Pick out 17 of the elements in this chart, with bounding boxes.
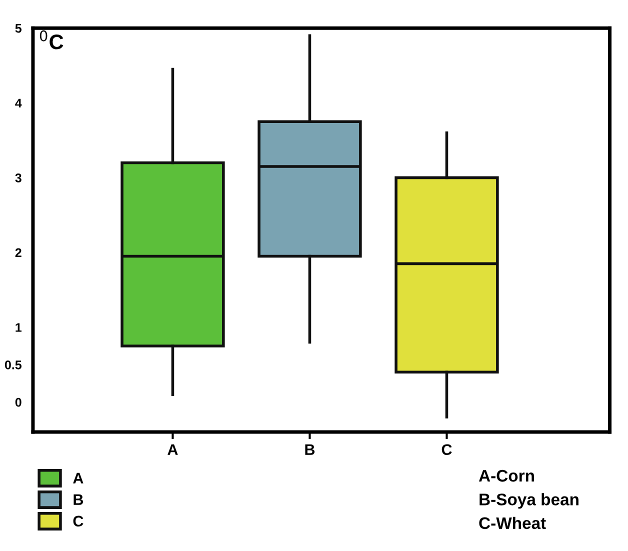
y-tick-label: 0 bbox=[15, 398, 22, 407]
legend-label: A bbox=[73, 472, 84, 484]
y-tick-label: 1 bbox=[16, 323, 22, 332]
x-tick-label: B bbox=[305, 444, 315, 455]
y-tick-label: 0.5 bbox=[4, 360, 22, 370]
y-tick-label: 2 bbox=[15, 248, 22, 258]
x-tick-label: C bbox=[442, 444, 452, 456]
y-tick-label: 3 bbox=[15, 173, 22, 182]
legend-label: C bbox=[73, 516, 84, 527]
x-tick-label: A bbox=[168, 444, 178, 455]
legend-label: B bbox=[74, 494, 84, 505]
text: A-Corn bbox=[478, 470, 534, 482]
y-axis-title: $^{0}$C bbox=[40, 30, 64, 50]
y-tick-label: 5 bbox=[15, 24, 22, 33]
text: C-Wheat bbox=[479, 516, 546, 530]
text: B-Soya bean bbox=[480, 493, 578, 509]
y-tick-label: 4 bbox=[15, 98, 22, 108]
